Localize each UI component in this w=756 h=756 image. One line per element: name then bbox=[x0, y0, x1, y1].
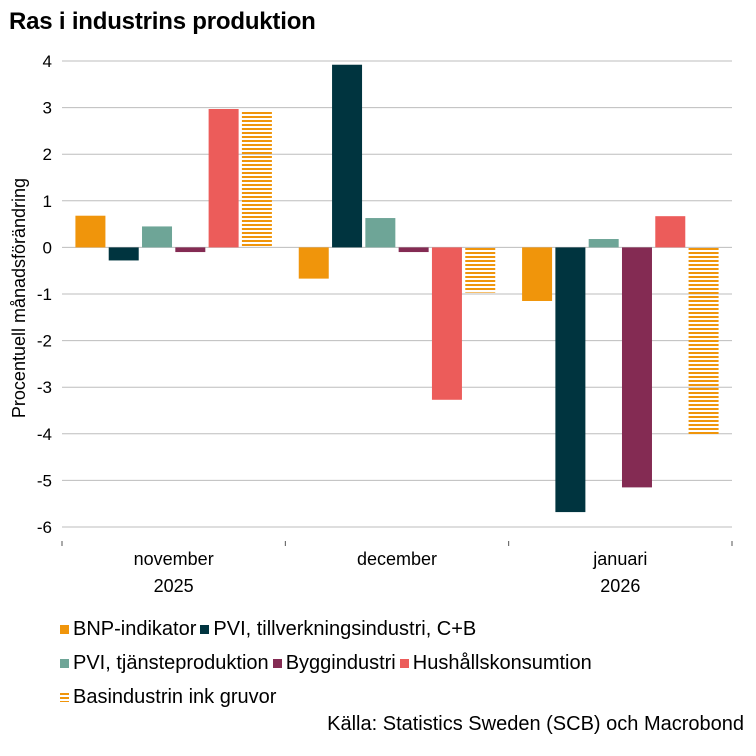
y-tick-label: -2 bbox=[37, 332, 52, 351]
legend: BNP-indikator PVI, tillverkningsindustri,… bbox=[60, 612, 750, 714]
bar bbox=[108, 247, 139, 261]
bar bbox=[298, 247, 329, 279]
bar bbox=[365, 218, 396, 248]
y-tick-label: -1 bbox=[37, 285, 52, 304]
bar bbox=[621, 247, 652, 488]
y-tick-label: -5 bbox=[37, 471, 52, 490]
chart-title: Ras i industrins produktion bbox=[9, 8, 316, 35]
bar bbox=[75, 215, 106, 248]
y-tick-label: 0 bbox=[43, 238, 52, 257]
bar bbox=[688, 247, 719, 435]
legend-item: PVI, tjänsteproduktion bbox=[60, 647, 269, 680]
y-tick-label: 1 bbox=[43, 192, 52, 211]
x-tick-label: november bbox=[134, 549, 214, 569]
y-tick-label: 4 bbox=[43, 52, 52, 71]
legend-label: PVI, tjänsteproduktion bbox=[73, 652, 269, 674]
y-tick-label: 2 bbox=[43, 145, 52, 164]
bar bbox=[522, 247, 553, 301]
bar bbox=[332, 64, 363, 248]
legend-swatch bbox=[272, 659, 282, 668]
y-tick-label: 3 bbox=[43, 99, 52, 118]
legend-swatch bbox=[399, 659, 409, 668]
legend-item: Basindustrin ink gruvor bbox=[60, 681, 276, 714]
bar bbox=[588, 239, 619, 248]
legend-row: PVI, tjänsteproduktion Byggindustri Hushål… bbox=[60, 646, 750, 680]
x-tick-label: januari bbox=[592, 549, 647, 569]
legend-row: BNP-indikator PVI, tillverkningsindustri,… bbox=[60, 612, 750, 646]
legend-label: Hushållskonsumtion bbox=[412, 652, 592, 674]
legend-swatch bbox=[60, 659, 69, 668]
bar bbox=[655, 216, 686, 248]
bars bbox=[75, 64, 719, 513]
legend-row: Basindustrin ink gruvor bbox=[60, 680, 750, 714]
legend-label: Basindustrin ink gruvor bbox=[73, 686, 277, 708]
x-tick-label: 2026 bbox=[600, 576, 640, 596]
legend-swatch bbox=[200, 625, 210, 634]
legend-item: BNP-indikator bbox=[60, 613, 196, 646]
legend-swatch bbox=[60, 693, 69, 702]
bar bbox=[142, 226, 173, 248]
legend-label: BNP-indikator bbox=[73, 618, 197, 640]
bar bbox=[175, 247, 206, 253]
legend-label: Byggindustri bbox=[285, 652, 396, 674]
legend-item: PVI, tillverkningsindustri, C+B bbox=[200, 613, 476, 646]
x-tick-label: december bbox=[357, 549, 437, 569]
y-tick-label: -3 bbox=[37, 378, 52, 397]
bar bbox=[555, 247, 586, 513]
bar-chart: 4 3 2 1 0 -1 -2 -3 -4 -5 -6 november 2025 december jan… bbox=[9, 52, 733, 596]
bar bbox=[431, 247, 462, 400]
bar bbox=[241, 111, 272, 248]
legend-item: Byggindustri bbox=[272, 647, 396, 680]
legend-swatch bbox=[60, 625, 69, 634]
source-note: Källa: Statistics Sweden (SCB) och Macro… bbox=[327, 713, 744, 735]
axes: 4 3 2 1 0 -1 -2 -3 -4 -5 -6 november 2025 december jan… bbox=[37, 52, 733, 596]
bar bbox=[465, 247, 496, 293]
x-tick-label: 2025 bbox=[154, 576, 194, 596]
legend-label: PVI, tillverkningsindustri, C+B bbox=[213, 618, 477, 640]
y-tick-label: -6 bbox=[37, 518, 52, 537]
bar bbox=[208, 108, 239, 248]
gridlines bbox=[62, 60, 732, 528]
y-axis-label: Procentuell månadsförändring bbox=[9, 178, 29, 418]
legend-item: Hushållskonsumtion bbox=[399, 647, 592, 680]
bar bbox=[398, 247, 429, 253]
y-tick-label: -4 bbox=[37, 425, 52, 444]
